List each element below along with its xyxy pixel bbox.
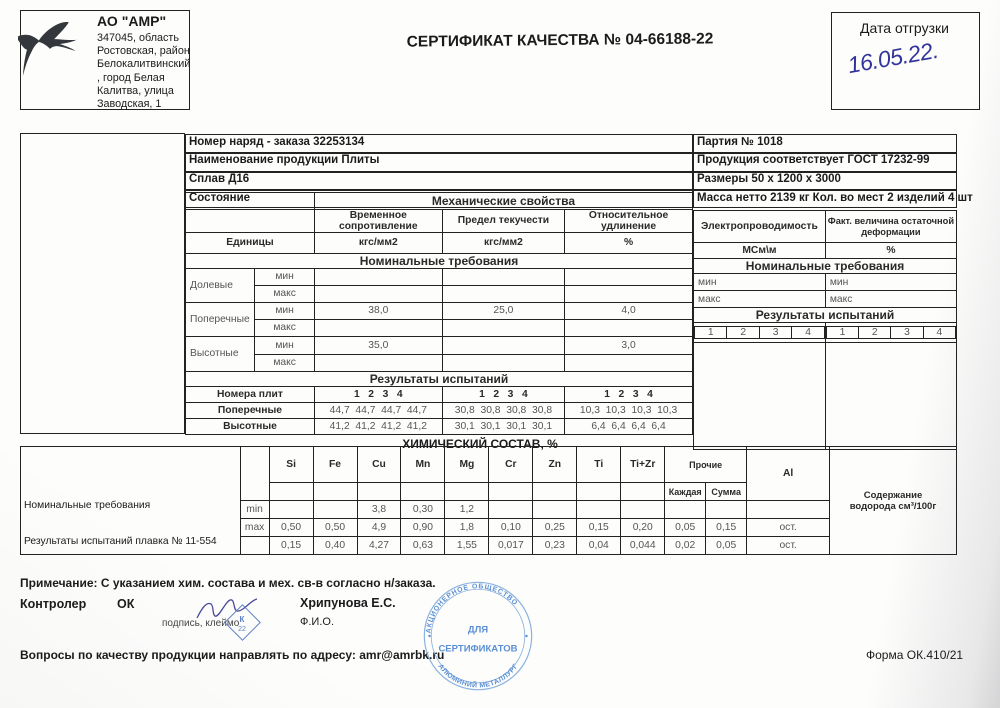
svg-text:ДЛЯ: ДЛЯ xyxy=(468,625,488,636)
svg-text:22: 22 xyxy=(238,626,246,633)
svg-text:СЕРТИФИКАТОВ: СЕРТИФИКАТОВ xyxy=(438,644,517,655)
svg-text:К: К xyxy=(240,615,245,624)
